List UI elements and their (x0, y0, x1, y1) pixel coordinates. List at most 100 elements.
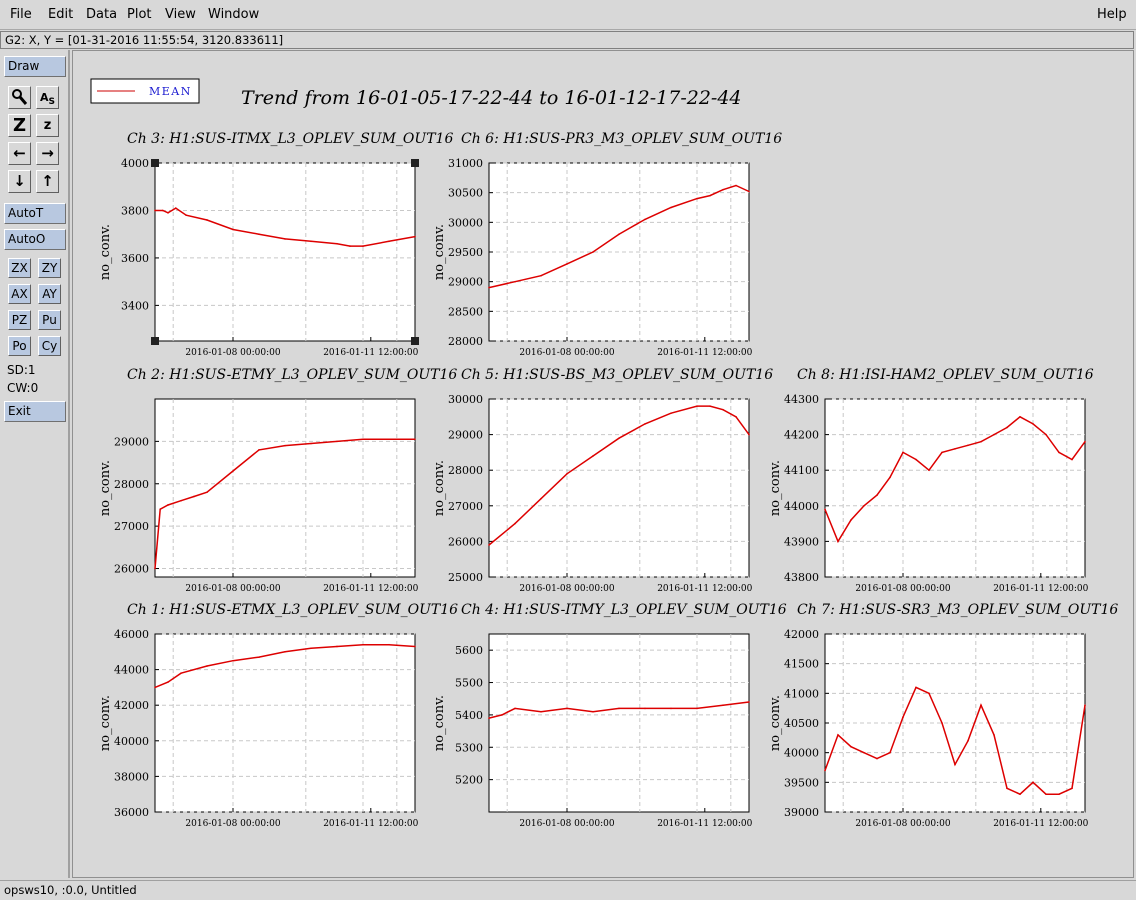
data-point (928, 692, 930, 695)
data-point (709, 405, 711, 407)
data-point (1084, 704, 1086, 706)
chart-4[interactable]: Ch 5: H1:SUS-BS_M3_OPLEV_SUM_OUT16 25000 2… (432, 367, 773, 594)
data-point (1032, 781, 1034, 784)
y-tick-label: 44100 (784, 464, 819, 477)
data-point (180, 499, 182, 502)
y-tick-label: 29000 (448, 429, 483, 442)
data-point (850, 519, 852, 521)
data-point (915, 458, 917, 461)
menu-help[interactable]: Help (1097, 7, 1127, 22)
ax-button[interactable]: AX (8, 284, 31, 304)
draw-button[interactable]: Draw (4, 56, 66, 77)
y-tick-label: 28000 (114, 478, 149, 491)
po-button[interactable]: Po (8, 336, 31, 356)
data-point (863, 505, 865, 507)
zoom-out-icon[interactable]: z (36, 114, 59, 137)
x-tick-label: 2016-01-11 12:00:00 (993, 584, 1088, 594)
magnify-icon[interactable] (8, 86, 31, 109)
y-tick-label: 40000 (784, 747, 819, 760)
data-point (1006, 787, 1008, 790)
data-point (193, 495, 195, 498)
y-tick-label: 39500 (784, 776, 819, 789)
selection-handle[interactable] (151, 159, 159, 167)
data-point (876, 494, 878, 496)
selection-handle[interactable] (411, 159, 419, 167)
cy-button[interactable]: Cy (38, 336, 61, 356)
plot-frame (154, 398, 416, 578)
chart-3[interactable]: Ch 2: H1:SUS-ETMY_L3_OPLEV_SUM_OUT16 2600… (98, 367, 457, 594)
chart-1[interactable]: Ch 3: H1:SUS-ITMX_L3_OPLEV_SUM_OUT16 3400… (98, 131, 453, 358)
data-point (592, 455, 594, 457)
sd-status: SD:1 (7, 363, 36, 377)
data-point (980, 704, 982, 706)
arrow-down-icon[interactable]: ↓ (8, 170, 31, 193)
pz-button[interactable]: PZ (8, 310, 31, 330)
autoo-button[interactable]: AutoO (4, 229, 66, 250)
coordinate-readout: G2: X, Y = [01-31-2016 11:55:54, 3120.83… (0, 31, 1134, 49)
data-point (954, 448, 956, 450)
text-annotate-icon[interactable]: AS (36, 86, 59, 109)
data-point (1045, 433, 1047, 436)
legend: MEAN (90, 78, 200, 104)
data-point (967, 444, 969, 447)
y-axis-label: no_conv. (98, 460, 113, 516)
data-point (388, 438, 390, 441)
y-tick-label: 30000 (448, 216, 483, 229)
data-point (258, 656, 260, 658)
x-tick-label: 2016-01-08 00:00:00 (185, 348, 280, 358)
data-point (154, 209, 156, 212)
pu-button[interactable]: Pu (38, 310, 61, 330)
menu-edit[interactable]: Edit (48, 7, 74, 22)
exit-button[interactable]: Exit (4, 401, 66, 422)
data-point (540, 497, 542, 500)
chart-title: Ch 3: H1:SUS-ITMX_L3_OPLEV_SUM_OUT16 (127, 131, 453, 147)
chart-title: Ch 2: H1:SUS-ETMY_L3_OPLEV_SUM_OUT16 (127, 367, 457, 383)
zy-button[interactable]: ZY (38, 258, 61, 278)
menu-view[interactable]: View (165, 7, 196, 22)
menu-window[interactable]: Window (208, 7, 260, 22)
status-bar: opsws10, :0.0, Untitled (0, 880, 1136, 900)
selection-handle[interactable] (411, 337, 419, 345)
plot-canvas[interactable]: MEAN Trend from 16-01-05-17-22-44 to 16-… (72, 50, 1134, 878)
data-point (941, 722, 943, 724)
menu-plot[interactable]: Plot (127, 7, 152, 22)
data-point (232, 470, 234, 472)
plot-frame (824, 398, 1086, 578)
zx-button[interactable]: ZX (8, 258, 31, 278)
data-point (540, 710, 542, 713)
arrow-right-icon[interactable]: → (36, 142, 59, 165)
y-tick-label: 27000 (448, 500, 483, 513)
data-point (414, 645, 416, 648)
y-tick-label: 3400 (121, 299, 149, 312)
data-point (167, 212, 169, 214)
ay-button[interactable]: AY (38, 284, 61, 304)
chart-2[interactable]: Ch 6: H1:SUS-PR3_M3_OPLEV_SUM_OUT16 28000… (432, 131, 782, 358)
data-point (388, 643, 390, 646)
data-point (980, 440, 982, 443)
data-point (488, 717, 490, 719)
chart-6[interactable]: Ch 1: H1:SUS-ETMX_L3_OPLEV_SUM_OUT16 3600… (98, 602, 458, 829)
data-point (232, 659, 234, 662)
data-point (748, 701, 750, 703)
plots-svg: MEAN Trend from 16-01-05-17-22-44 to 16-… (90, 78, 1118, 829)
data-point (889, 751, 891, 754)
y-tick-label: 30000 (448, 393, 483, 406)
data-point (566, 707, 568, 710)
autot-button[interactable]: AutoT (4, 203, 66, 224)
chart-7[interactable]: Ch 4: H1:SUS-ITMY_L3_OPLEV_SUM_OUT16 5200… (432, 602, 787, 829)
y-axis-label: no_conv. (432, 224, 447, 280)
chart-5[interactable]: Ch 8: H1:ISI-HAM2_OPLEV_SUM_OUT16 43800 43… (768, 367, 1094, 594)
y-tick-label: 43800 (784, 571, 819, 584)
menu-data[interactable]: Data (86, 7, 118, 22)
y-tick-label: 43900 (784, 535, 819, 548)
arrow-left-icon[interactable]: ← (8, 142, 31, 165)
menu-file[interactable]: File (10, 7, 32, 22)
data-point (735, 184, 737, 187)
chart-title: Ch 4: H1:SUS-ITMY_L3_OPLEV_SUM_OUT16 (461, 602, 787, 618)
y-axis-label: no_conv. (98, 224, 113, 280)
arrow-up-icon[interactable]: ↑ (36, 170, 59, 193)
zoom-in-icon[interactable]: Z (8, 114, 31, 137)
chart-8[interactable]: Ch 7: H1:SUS-SR3_M3_OPLEV_SUM_OUT16 39000… (768, 602, 1118, 829)
selection-handle[interactable] (151, 337, 159, 345)
y-axis-label: no_conv. (432, 695, 447, 751)
